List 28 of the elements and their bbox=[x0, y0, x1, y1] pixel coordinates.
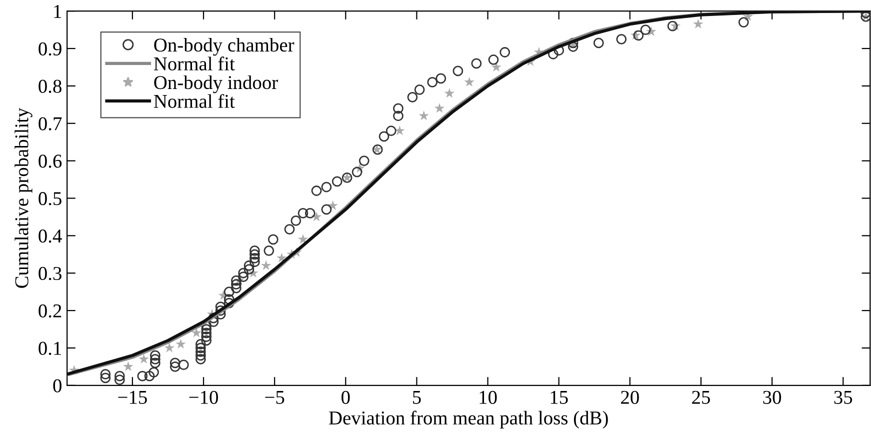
y-tick-label: 0.2 bbox=[38, 304, 62, 318]
x-tick-label: 35 bbox=[834, 390, 852, 404]
x-axis-title: Deviation from mean path loss (dB) bbox=[329, 410, 608, 429]
y-tick-label: 0.7 bbox=[38, 117, 62, 130]
legend-label: On-body indoor bbox=[154, 75, 278, 94]
y-tick-label: 0.6 bbox=[38, 154, 62, 168]
x-tick-label: 30 bbox=[763, 390, 782, 404]
y-tick-label: 0.3 bbox=[38, 266, 62, 280]
legend-label: Normal fit bbox=[154, 94, 235, 108]
y-tick-label: 0.8 bbox=[38, 80, 62, 93]
x-tick-label: 5 bbox=[412, 391, 421, 404]
y-tick-label: 1 bbox=[54, 4, 62, 18]
y-tick-label: 0 bbox=[53, 379, 62, 392]
x-tick-label: 20 bbox=[621, 390, 639, 404]
y-axis-title: Cumulative probability bbox=[14, 108, 32, 288]
x-tick-label: 15 bbox=[550, 390, 568, 404]
legend-label: Normal fit bbox=[154, 56, 235, 70]
x-tick-label: −10 bbox=[189, 390, 218, 404]
x-tick-label: 10 bbox=[480, 390, 497, 404]
x-tick-label: −15 bbox=[118, 390, 147, 404]
legend-label: On-body chamber bbox=[154, 38, 294, 56]
x-tick-label: 0 bbox=[342, 390, 350, 404]
y-tick-label: 0.1 bbox=[38, 342, 62, 355]
y-tick-label: 0.5 bbox=[38, 192, 62, 206]
y-tick-label: 0.4 bbox=[38, 229, 62, 243]
y-tick-label: 0.9 bbox=[38, 42, 62, 56]
x-tick-label: −5 bbox=[265, 391, 284, 404]
x-tick-label: 25 bbox=[692, 390, 710, 404]
